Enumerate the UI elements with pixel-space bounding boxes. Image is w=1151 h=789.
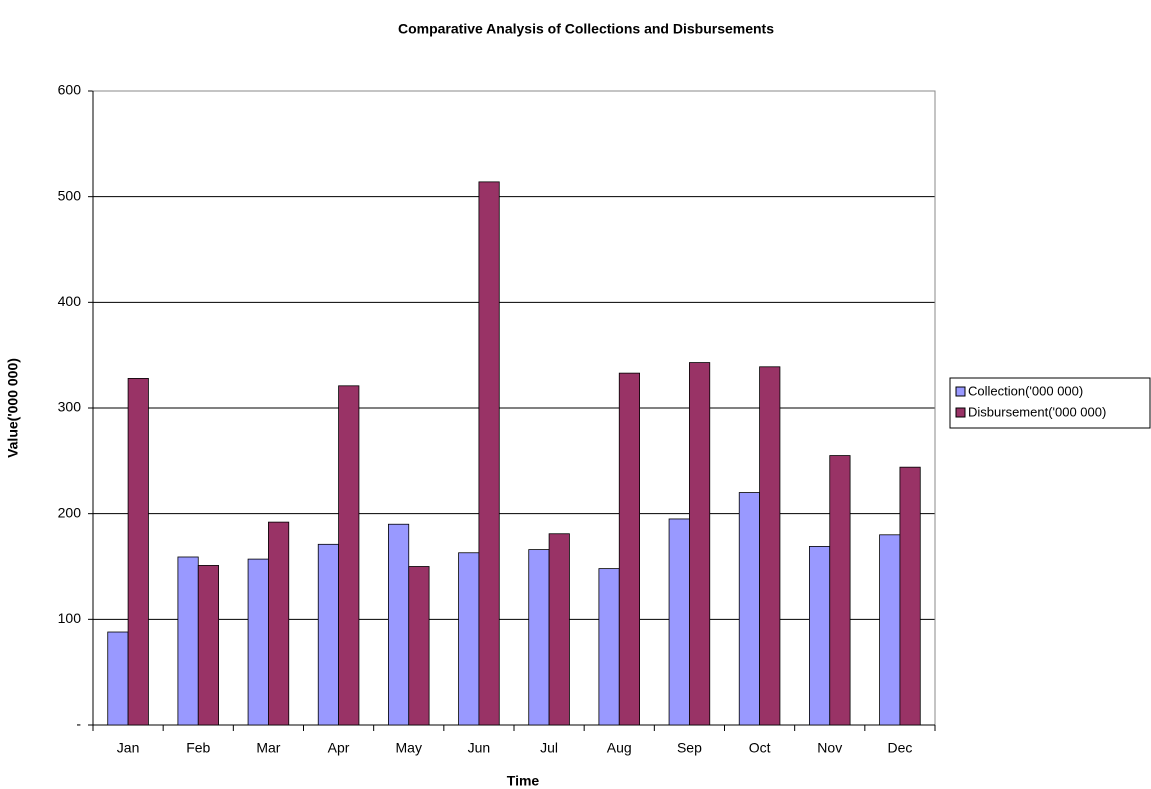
x-tick-label: Feb: [186, 740, 210, 756]
legend-label: Disbursement('000 000): [968, 404, 1106, 419]
bar: [409, 567, 429, 726]
x-tick-label: Mar: [256, 740, 280, 756]
bar: [459, 553, 479, 725]
bar: [619, 373, 639, 725]
y-tick-label: 500: [58, 187, 82, 203]
x-tick-label: Jul: [540, 740, 558, 756]
bar: [479, 182, 499, 725]
x-tick-label: Nov: [817, 740, 842, 756]
x-tick-label: Sep: [677, 740, 702, 756]
bar: [198, 565, 218, 725]
bar: [689, 363, 709, 725]
legend-swatch: [956, 408, 965, 417]
x-tick-label: Jan: [117, 740, 140, 756]
bar: [900, 467, 920, 725]
y-tick-label: 300: [58, 399, 82, 415]
x-tick-label: Jun: [468, 740, 491, 756]
y-tick-label: -: [76, 716, 81, 732]
x-axis-title: Time: [507, 773, 540, 789]
bar: [549, 534, 569, 725]
bar: [178, 557, 198, 725]
bar: [760, 367, 780, 725]
legend-label: Collection('000 000): [968, 383, 1083, 398]
y-axis-title: Value('000 000): [5, 358, 21, 458]
y-tick-label: 400: [58, 293, 82, 309]
legend-swatch: [956, 387, 965, 396]
bar: [830, 456, 850, 725]
bar: [318, 544, 338, 725]
y-tick-label: 100: [58, 610, 82, 626]
chart-title: Comparative Analysis of Collections and …: [398, 21, 774, 37]
x-tick-label: Aug: [607, 740, 632, 756]
x-tick-label: May: [396, 740, 422, 756]
bar: [268, 522, 288, 725]
x-tick-label: Apr: [328, 740, 350, 756]
bar: [339, 386, 359, 725]
bar: [669, 519, 689, 725]
bar: [128, 378, 148, 725]
bar: [248, 559, 268, 725]
bar: [809, 546, 829, 725]
y-tick-label: 600: [58, 82, 82, 98]
bar: [880, 535, 900, 725]
bar: [388, 524, 408, 725]
chart: Comparative Analysis of Collections and …: [0, 0, 1151, 789]
x-tick-label: Oct: [749, 740, 771, 756]
x-tick-label: Dec: [887, 740, 912, 756]
bar: [108, 632, 128, 725]
bar: [529, 550, 549, 725]
y-tick-label: 200: [58, 504, 82, 520]
bar: [599, 569, 619, 725]
bar: [739, 493, 759, 725]
